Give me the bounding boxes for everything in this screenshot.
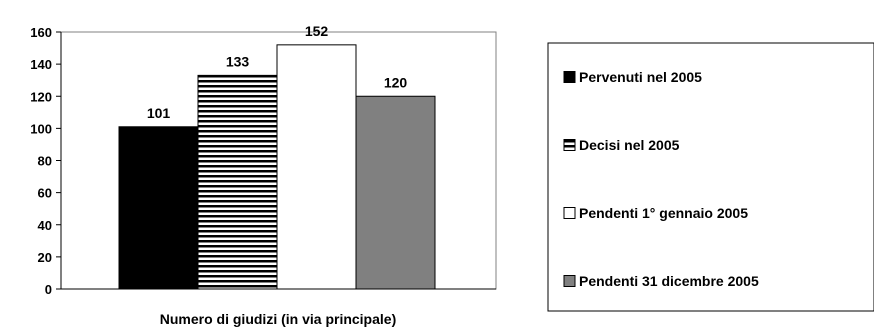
legend-label: Pendenti 1° gennaio 2005 [579,205,748,221]
bar [197,74,278,290]
legend-swatch [563,139,576,151]
y-tick-label: 120 [30,89,52,104]
legend-swatch [563,71,576,83]
y-tick-label: 80 [38,154,52,169]
data-label: 101 [147,105,171,121]
y-tick-label: 160 [30,25,52,40]
y-tick-label: 60 [38,186,52,201]
legend-label: Decisi nel 2005 [579,137,680,153]
legend-swatch [563,275,576,287]
y-tick-label: 40 [38,218,52,233]
y-tick-label: 0 [45,282,52,297]
data-label: 120 [384,74,408,90]
y-tick-label: 100 [30,121,52,136]
bar [118,126,199,290]
bar [276,44,357,290]
legend-swatch [563,207,576,219]
legend-label: Pendenti 31 dicembre 2005 [579,273,759,289]
bars: 101 133 152 120 [118,23,436,290]
legend: Pervenuti nel 2005 Decisi nel 2005 Pendent… [563,69,759,289]
bar [355,95,436,290]
y-tick-label: 140 [30,57,52,72]
data-label: 133 [226,53,250,69]
x-axis-title: Numero di giudizi (in via principale) [160,311,396,327]
legend-box [547,42,874,312]
legend-label: Pervenuti nel 2005 [579,69,702,85]
data-label: 152 [305,23,329,39]
y-tick-label: 20 [38,250,52,265]
